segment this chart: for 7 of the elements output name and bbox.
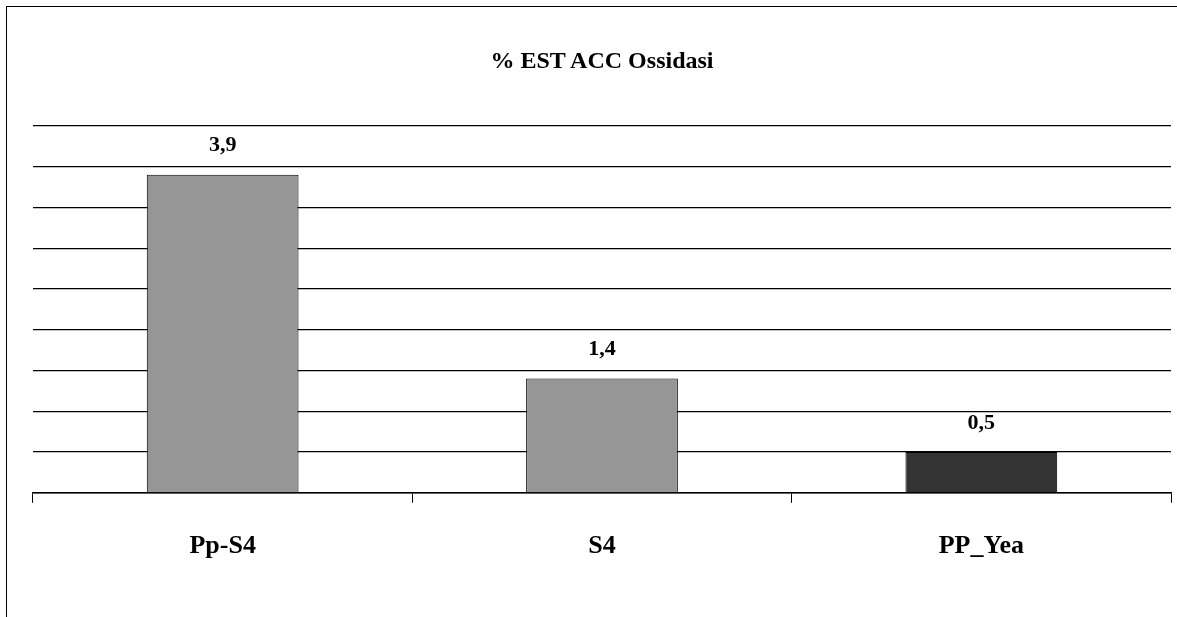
chart-title: % EST ACC Ossidasi [490,46,714,73]
x-tick-label: PP_Yea [938,530,1024,560]
data-label: 3,9 [208,131,237,157]
data-label: 0,5 [967,408,996,434]
x-tick-label: S4 [588,530,616,560]
data-label: 1,4 [588,335,616,361]
x-tick-label: Pp-S4 [189,530,256,560]
